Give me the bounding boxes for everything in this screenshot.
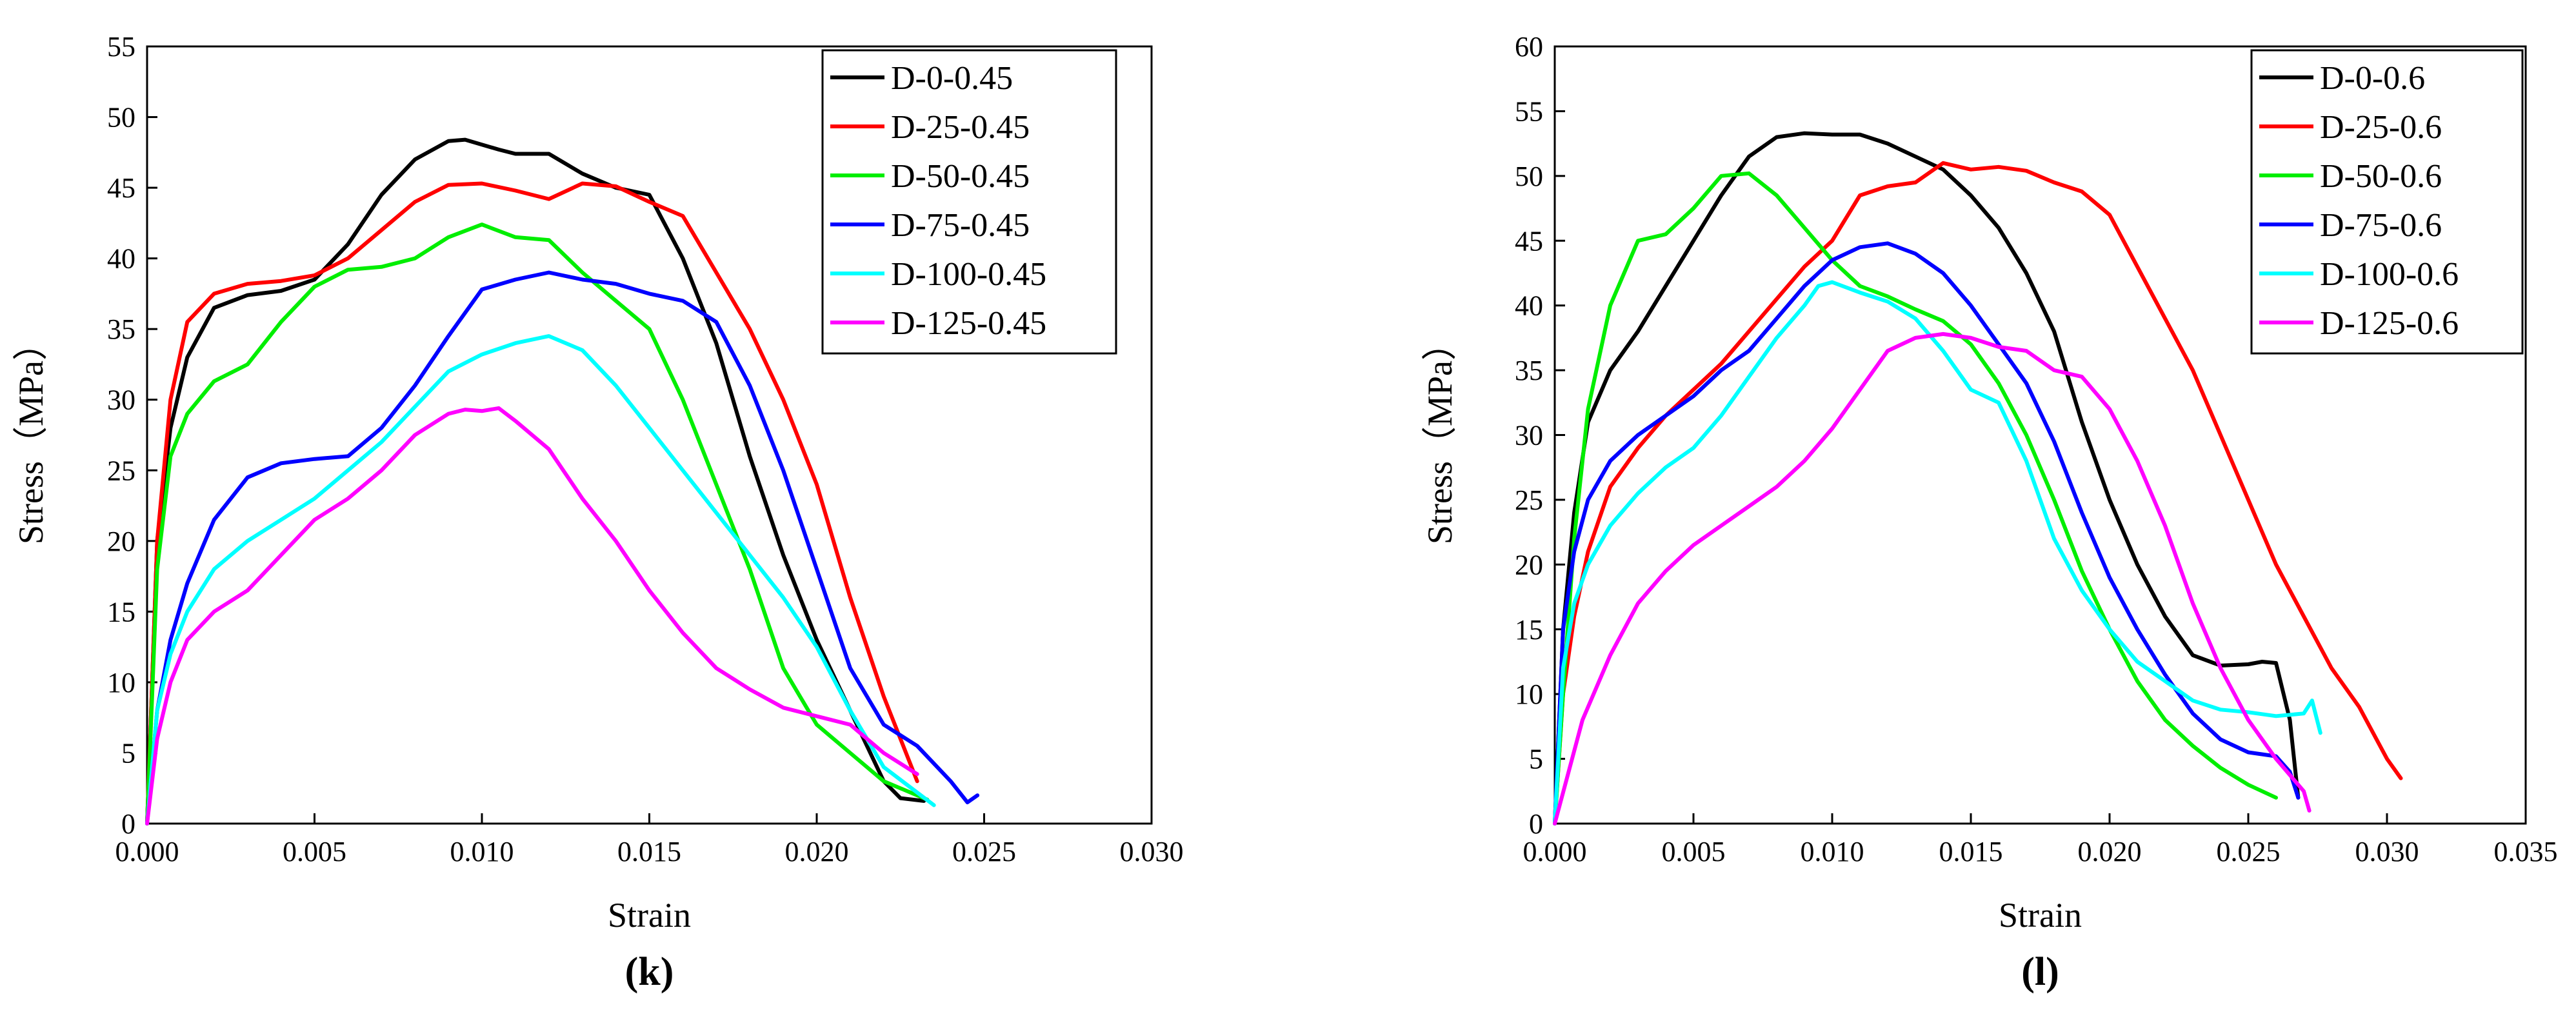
legend-box xyxy=(821,49,1117,355)
y-tick-label: 40 xyxy=(107,243,135,275)
x-axis-title: Strain xyxy=(608,896,691,935)
legend-label: D-100-0.6 xyxy=(2320,256,2459,293)
y-tick-label: 0 xyxy=(1529,808,1543,840)
series-line-d-75-0.45 xyxy=(145,270,980,826)
series-line-d-100-0.6 xyxy=(1553,280,2322,826)
x-tick-label: 0.005 xyxy=(283,836,346,867)
series-line-d-0-0.6 xyxy=(1553,131,2301,826)
y-tick-label: 10 xyxy=(1515,678,1543,710)
chart-panel-l: 0.000 0.005 0.010 0.015 0.020 0.025 0.030 0.035… xyxy=(1421,31,2558,994)
y-tick-label: 20 xyxy=(1515,549,1543,580)
y-tick-label: 25 xyxy=(1515,484,1543,516)
legend-label: D-75-0.6 xyxy=(2320,207,2442,244)
panel-label: (l) xyxy=(2021,950,2059,994)
x-tick-label: 0.015 xyxy=(617,836,681,867)
y-tick-label: 0 xyxy=(121,808,135,840)
y-tick-label: 50 xyxy=(1515,161,1543,192)
series-line-d-125-0.45 xyxy=(145,406,919,826)
legend-box xyxy=(2250,49,2524,355)
y-tick-label: 35 xyxy=(107,313,135,345)
chart-panel-k: 0.000 0.005 0.010 0.015 0.020 0.025 0.030 0 5 10 1… xyxy=(12,31,1184,994)
legend-label: D-50-0.45 xyxy=(891,158,1030,195)
y-tick-label: 5 xyxy=(1529,744,1543,775)
panel-label: (k) xyxy=(625,950,674,994)
x-tick-label: 0.000 xyxy=(115,836,179,867)
x-tick-label: 0.035 xyxy=(2494,836,2558,867)
legend-label: D-125-0.6 xyxy=(2320,305,2459,342)
legend-label: D-50-0.6 xyxy=(2320,158,2442,195)
legend-label: D-0-0.6 xyxy=(2320,60,2425,97)
y-tick-label: 40 xyxy=(1515,290,1543,322)
x-tick-label: 0.015 xyxy=(1939,836,2003,867)
x-tick-label: 0.000 xyxy=(1523,836,1587,867)
y-tick-label: 15 xyxy=(107,596,135,628)
x-tick-label: 0.020 xyxy=(2078,836,2142,867)
series-line-d-25-0.6 xyxy=(1553,161,2403,826)
x-tick-label: 0.025 xyxy=(952,836,1016,867)
y-tick-label: 15 xyxy=(1515,614,1543,646)
legend-label: D-0-0.45 xyxy=(891,60,1013,97)
series-line-d-100-0.45 xyxy=(145,334,936,826)
x-tick-label: 0.030 xyxy=(2355,836,2419,867)
series-line-d-50-0.6 xyxy=(1553,171,2278,826)
y-axis-title: Stress（MPa） xyxy=(12,326,50,544)
x-tick-label: 0.020 xyxy=(785,836,849,867)
y-tick-label: 50 xyxy=(107,102,135,134)
y-tick-label: 55 xyxy=(107,31,135,63)
y-tick-label: 10 xyxy=(107,667,135,698)
series-line-d-0-0.45 xyxy=(145,137,926,826)
y-tick-label: 55 xyxy=(1515,95,1543,127)
legend-label: D-125-0.45 xyxy=(891,305,1046,342)
series-line-d-25-0.45 xyxy=(145,181,919,826)
y-axis-title: Stress（MPa） xyxy=(1421,326,1459,544)
legend-label: D-25-0.45 xyxy=(891,109,1030,146)
x-axis-title: Strain xyxy=(1999,896,2082,935)
series-line-d-50-0.45 xyxy=(145,223,930,826)
y-tick-label: 25 xyxy=(107,455,135,486)
x-tick-label: 0.010 xyxy=(1801,836,1864,867)
series-line-d-75-0.6 xyxy=(1553,241,2301,826)
series-line-d-125-0.6 xyxy=(1553,331,2311,826)
y-tick-label: 5 xyxy=(121,737,135,769)
y-tick-label: 20 xyxy=(107,526,135,557)
y-tick-label: 60 xyxy=(1515,31,1543,63)
x-tick-label: 0.030 xyxy=(1120,836,1184,867)
x-tick-label: 0.010 xyxy=(450,836,514,867)
legend-label: D-100-0.45 xyxy=(891,256,1046,293)
y-tick-label: 30 xyxy=(107,384,135,416)
y-tick-label: 45 xyxy=(1515,225,1543,257)
legend-label: D-75-0.45 xyxy=(891,207,1030,244)
legend-label: D-25-0.6 xyxy=(2320,109,2442,146)
x-tick-label: 0.025 xyxy=(2217,836,2281,867)
x-tick-label: 0.005 xyxy=(1662,836,1726,867)
y-tick-label: 35 xyxy=(1515,355,1543,386)
y-tick-label: 45 xyxy=(107,172,135,204)
y-tick-label: 30 xyxy=(1515,420,1543,451)
